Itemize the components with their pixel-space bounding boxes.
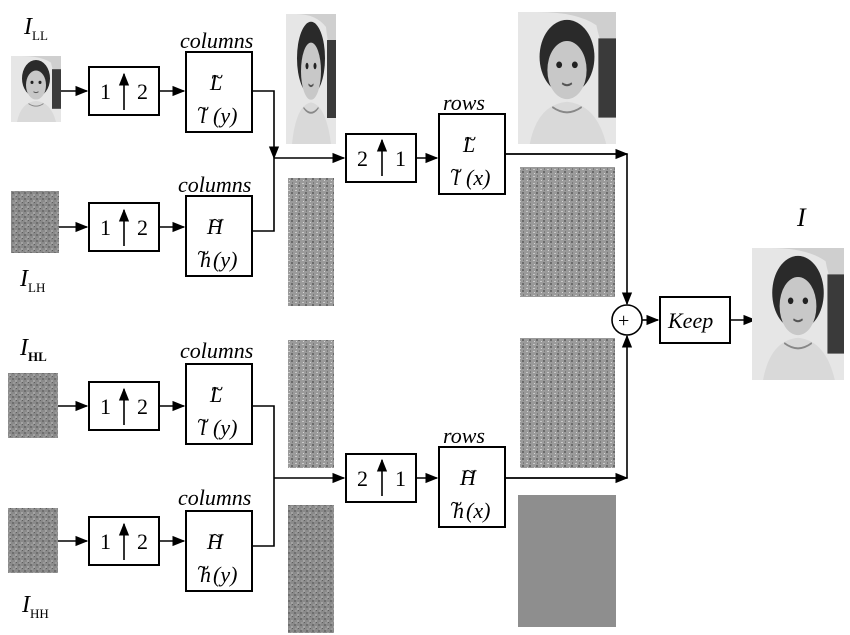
svg-text:~: ~ (450, 491, 462, 516)
svg-text:2: 2 (357, 146, 368, 171)
svg-text:~: ~ (211, 523, 223, 548)
input-image-ll (11, 56, 61, 122)
svg-text:2: 2 (137, 529, 148, 554)
svg-text:h: h (453, 498, 464, 523)
label-i-ll: ILL (23, 14, 48, 43)
svg-text:(y): (y) (213, 415, 237, 440)
svg-text:l: l (453, 165, 459, 190)
svg-text:~: ~ (197, 555, 209, 580)
caption-rows-2: rows (443, 423, 485, 448)
input-image-hl (8, 373, 58, 438)
svg-text:Keep: Keep (667, 308, 713, 333)
svg-text:(y): (y) (213, 562, 237, 587)
column-filter-low-1: ~ L ~ l (y) (185, 51, 253, 133)
svg-text:(x): (x) (466, 165, 490, 190)
caption-columns-4: columns (178, 485, 251, 510)
svg-text:l: l (200, 103, 206, 128)
caption-columns-3: columns (180, 338, 253, 363)
svg-text:h: h (200, 247, 211, 272)
subband-image-lh (520, 167, 615, 297)
svg-text:(y): (y) (213, 247, 237, 272)
row-filter-low: ~ L ~ l (x) (438, 113, 506, 195)
upsample-box-2: 1 2 (88, 202, 160, 252)
subband-image-hl (520, 338, 615, 468)
svg-text:~: ~ (464, 459, 476, 484)
svg-text:1: 1 (100, 79, 111, 104)
svg-text:1: 1 (100, 394, 111, 419)
svg-text:(x): (x) (466, 498, 490, 523)
svg-text:~: ~ (197, 96, 209, 121)
column-filter-high-2: ~ H ~ h (y) (185, 510, 253, 592)
svg-text:H: H (459, 465, 477, 490)
svg-text:H: H (206, 214, 224, 239)
intermediate-image-high-low (288, 340, 334, 468)
upsample-box-3: 1 2 (88, 381, 160, 431)
svg-text:(y): (y) (213, 103, 237, 128)
subband-image-ll (518, 12, 616, 144)
svg-text:2: 2 (137, 215, 148, 240)
label-i-lh: ILH (19, 266, 45, 295)
svg-text:H: H (206, 529, 224, 554)
column-filter-low-2: ~ L ~ l (y) (185, 363, 253, 445)
svg-text:1: 1 (395, 146, 406, 171)
svg-text:l: l (200, 415, 206, 440)
upsample-box-rows-1: 2 1 (345, 133, 417, 183)
input-image-hh (8, 508, 58, 573)
svg-text:2: 2 (137, 79, 148, 104)
output-image (752, 248, 844, 380)
svg-text:1: 1 (395, 466, 406, 491)
input-image-lh (11, 191, 59, 253)
upsample-box-4: 1 2 (88, 516, 160, 566)
svg-text:~: ~ (211, 64, 223, 89)
svg-text:h: h (200, 562, 211, 587)
caption-columns-1: columns (180, 28, 253, 53)
intermediate-image-low-high (288, 178, 334, 306)
caption-columns-2: columns (178, 172, 251, 197)
svg-text:~: ~ (197, 408, 209, 433)
svg-text:+: + (618, 310, 629, 332)
keep-box: Keep (659, 296, 731, 344)
svg-text:~: ~ (197, 240, 209, 265)
caption-rows-1: rows (443, 90, 485, 115)
svg-text:~: ~ (211, 376, 223, 401)
svg-text:~: ~ (450, 158, 462, 183)
svg-text:L: L (209, 382, 222, 407)
svg-text:~: ~ (464, 126, 476, 151)
intermediate-image-high-high (288, 505, 334, 633)
row-filter-high: ~ H ~ h (x) (438, 446, 506, 528)
svg-text:2: 2 (137, 394, 148, 419)
adder-node: + (611, 304, 643, 336)
label-output-i: I (796, 203, 807, 232)
subband-image-hh (518, 495, 616, 627)
label-i-hl: IHL (19, 335, 47, 364)
column-filter-high-1: ~ H ~ h (y) (185, 195, 253, 277)
svg-text:1: 1 (100, 529, 111, 554)
svg-text:~: ~ (211, 208, 223, 233)
svg-text:1: 1 (100, 215, 111, 240)
label-i-hh: IHH (21, 592, 49, 621)
upsample-box-1: 1 2 (88, 66, 160, 116)
svg-text:2: 2 (357, 466, 368, 491)
svg-text:L: L (462, 132, 475, 157)
upsample-box-rows-2: 2 1 (345, 453, 417, 503)
svg-text:L: L (209, 70, 222, 95)
intermediate-image-low-low (286, 14, 336, 144)
